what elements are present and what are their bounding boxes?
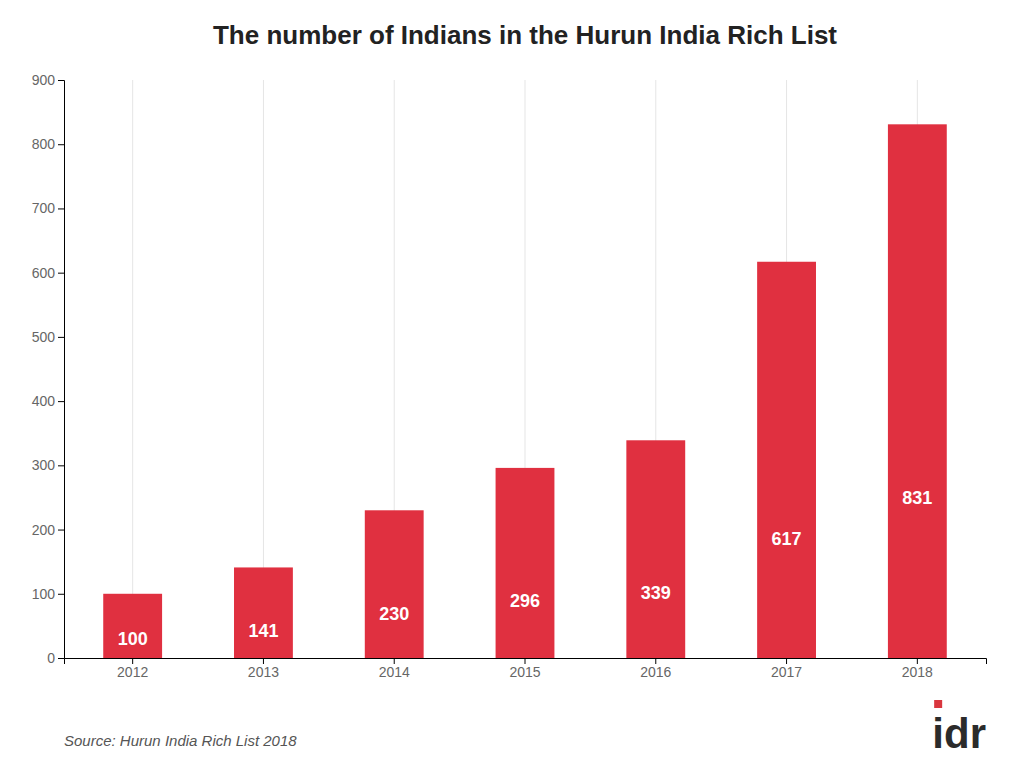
y-tick-mark <box>58 465 64 466</box>
y-tick-mark <box>58 80 64 81</box>
x-tick-label: 2013 <box>248 664 279 680</box>
plot: 0 100 200 300 400 500 600 700 800 900 2012 2013 2014… <box>32 72 987 680</box>
y-tick: 600 <box>32 265 64 281</box>
y-tick-mark <box>58 337 64 338</box>
x-tick: 2012 <box>117 658 148 680</box>
grid <box>133 80 918 658</box>
bar <box>757 262 816 658</box>
y-tick: 700 <box>32 200 64 216</box>
data-label: 339 <box>641 583 671 603</box>
y-tick: 800 <box>32 136 64 152</box>
y-tick-label: 500 <box>32 329 56 345</box>
x-tick: 2013 <box>248 658 279 680</box>
y-tick: 200 <box>32 522 64 538</box>
x-tick: 2017 <box>771 658 802 680</box>
y-tick-label: 900 <box>32 72 56 88</box>
bar <box>496 468 555 658</box>
logo-dot <box>934 700 942 708</box>
y-tick-mark <box>58 144 64 145</box>
y-tick: 400 <box>32 393 64 409</box>
y-axis-line <box>58 81 65 659</box>
y-tick-mark <box>58 658 64 659</box>
x-tick-label: 2017 <box>771 664 802 680</box>
bar <box>234 567 293 658</box>
y-tick-mark <box>58 594 64 595</box>
data-label: 296 <box>510 591 540 611</box>
y-tick-mark <box>58 530 64 531</box>
bars <box>103 124 947 658</box>
x-tick: 2018 <box>902 658 933 680</box>
y-axis: 0 100 200 300 400 500 600 700 800 900 <box>32 72 65 666</box>
chart: 0 100 200 300 400 500 600 700 800 900 2012 2013 2014… <box>0 0 1016 768</box>
y-tick: 300 <box>32 457 64 473</box>
x-tick-label: 2012 <box>117 664 148 680</box>
data-label: 141 <box>248 621 278 641</box>
x-axis: 2012 2013 2014 2015 2016 2017 2018 <box>65 658 987 680</box>
x-tick: 2014 <box>379 658 410 680</box>
x-tick: 2015 <box>509 658 540 680</box>
logo-text: idr <box>932 710 986 757</box>
x-tick-label: 2018 <box>902 664 933 680</box>
data-labels: 100 141 230 296 339 617 831 <box>118 488 933 649</box>
x-tick-label: 2015 <box>509 664 540 680</box>
bar <box>888 124 947 658</box>
y-tick-mark <box>58 208 64 209</box>
bar <box>365 510 424 658</box>
y-tick: 0 <box>47 650 64 666</box>
title: The number of Indians in the Hurun India… <box>213 20 837 50</box>
bar <box>103 594 162 658</box>
y-tick-mark <box>58 273 64 274</box>
y-tick: 500 <box>32 329 64 345</box>
data-label: 831 <box>902 488 932 508</box>
y-tick-mark <box>58 401 64 402</box>
y-tick-label: 600 <box>32 265 56 281</box>
data-label: 617 <box>772 529 802 549</box>
y-tick-label: 0 <box>47 650 55 666</box>
data-label: 100 <box>118 629 148 649</box>
x-tick-label: 2016 <box>640 664 671 680</box>
data-label: 230 <box>379 604 409 624</box>
bar <box>626 440 685 658</box>
y-tick-label: 200 <box>32 522 56 538</box>
y-tick-label: 800 <box>32 136 56 152</box>
y-tick-label: 100 <box>32 586 56 602</box>
y-tick: 100 <box>32 586 64 602</box>
source-note: Source: Hurun India Rich List 2018 <box>64 732 297 749</box>
y-tick-label: 300 <box>32 457 56 473</box>
y-tick-label: 700 <box>32 200 56 216</box>
y-tick-label: 400 <box>32 393 56 409</box>
grid-line <box>132 80 133 658</box>
y-tick: 900 <box>32 72 64 88</box>
x-tick-label: 2014 <box>379 664 410 680</box>
x-tick: 2016 <box>640 658 671 680</box>
